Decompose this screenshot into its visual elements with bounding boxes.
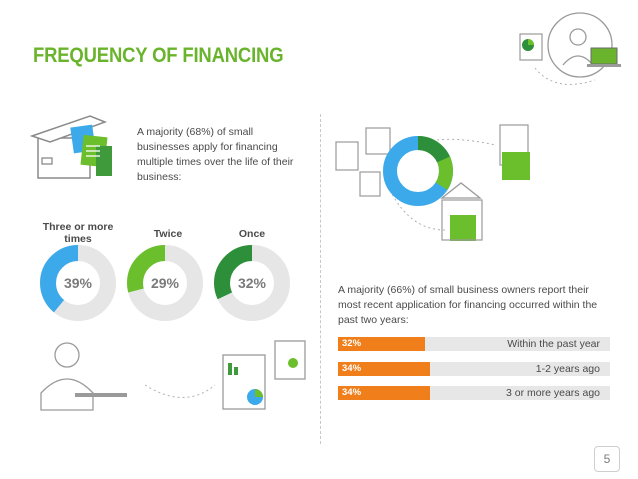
person-laptop-illustration: [519, 12, 621, 85]
bar-category-label: Within the past year: [507, 338, 600, 350]
donut-value-label: 32%: [238, 275, 267, 291]
donut-label-twice: Twice: [153, 228, 183, 240]
bar-value-label: 32%: [342, 338, 362, 349]
page-number: 5: [594, 446, 620, 472]
donut-value-label: 29%: [151, 275, 180, 291]
donut-label-once: Once: [238, 228, 266, 240]
left-paragraph: A majority (68%) of small businesses app…: [137, 126, 294, 183]
donut-slice: [40, 245, 116, 321]
donut-slice: [214, 245, 290, 321]
bar-category-label: 1-2 years ago: [535, 363, 600, 375]
bar-category-label: 3 or more years ago: [506, 387, 600, 399]
bar-fill: [338, 337, 426, 351]
frequency-donut-charts: 39% 29% 32%: [40, 245, 290, 321]
person-documents-illustration: [40, 340, 306, 411]
financing-illustration: [335, 124, 530, 241]
donut-label-three-or-more: Three or more times: [42, 221, 114, 245]
bar-row: 32% Within the past year: [338, 337, 610, 351]
bar-row: 34% 3 or more years ago: [338, 386, 610, 400]
page-title: FREQUENCY OF FINANCING: [33, 44, 284, 67]
bar-value-label: 34%: [342, 387, 362, 398]
decorative-pie-icon: [383, 136, 453, 206]
donut-value-label: 39%: [64, 275, 93, 291]
bar-value-label: 34%: [342, 363, 362, 374]
bar-fill: [338, 386, 431, 400]
bar-fill: [338, 362, 431, 376]
donut-slice: [127, 245, 203, 321]
document-box-illustration: [30, 115, 112, 179]
column-divider: [320, 114, 321, 444]
bar-row: 34% 1-2 years ago: [338, 362, 610, 376]
right-paragraph: A majority (66%) of small business owner…: [338, 284, 598, 326]
